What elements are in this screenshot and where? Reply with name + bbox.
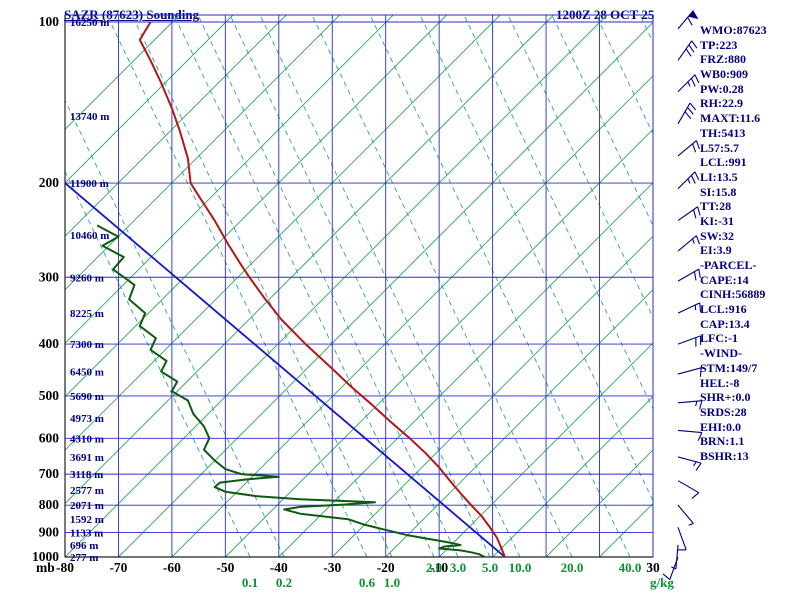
svg-text:1000: 1000 xyxy=(32,549,59,564)
stat-line: SW:32 xyxy=(700,228,735,243)
svg-text:0.2: 0.2 xyxy=(276,575,292,590)
stat-line: -WIND- xyxy=(700,346,742,361)
stat-line: KI:-31 xyxy=(700,213,734,228)
svg-text:600: 600 xyxy=(39,430,60,445)
stat-line: WMO:87623 xyxy=(700,23,767,37)
plot-frame xyxy=(64,14,654,558)
parcel-trace-line xyxy=(65,182,506,557)
wind-barbs xyxy=(662,10,703,580)
temperature-curve xyxy=(138,21,506,557)
stat-line: TP:223 xyxy=(700,37,738,52)
svg-text:1133 m: 1133 m xyxy=(70,528,103,540)
svg-text:9260 m: 9260 m xyxy=(70,272,104,284)
svg-text:11900 m: 11900 m xyxy=(70,178,109,190)
svg-text:13740 m: 13740 m xyxy=(70,111,109,123)
svg-text:900: 900 xyxy=(39,525,60,540)
stat-line: SRDS:28 xyxy=(700,404,747,419)
svg-text:4310 m: 4310 m xyxy=(70,433,104,445)
svg-text:mb: mb xyxy=(36,560,55,575)
svg-text:20.0: 20.0 xyxy=(561,560,584,575)
svg-text:2.0: 2.0 xyxy=(426,560,442,575)
svg-text:10.0: 10.0 xyxy=(509,560,532,575)
svg-text:700: 700 xyxy=(39,466,60,481)
stat-line: TH:5413 xyxy=(700,125,746,140)
stat-line: TT:28 xyxy=(700,199,732,214)
stats-panel: WMO:87623 TP:223 FRZ:880 WB0:909 PW:0.28 RH:2… xyxy=(700,23,767,464)
svg-text:5.0: 5.0 xyxy=(482,560,498,575)
stat-line: STM:149/7 xyxy=(700,360,758,375)
stat-line: EHI:0.0 xyxy=(700,419,742,434)
svg-text:0.1: 0.1 xyxy=(242,575,258,590)
svg-text:-30: -30 xyxy=(323,560,341,575)
svg-text:100: 100 xyxy=(39,14,60,29)
stat-line: CINH:56889 xyxy=(700,287,766,302)
stat-line: LFC:-1 xyxy=(700,331,738,346)
svg-text:16250 m: 16250 m xyxy=(70,17,109,29)
svg-text:-50: -50 xyxy=(216,560,234,575)
stat-line: PW:0.28 xyxy=(700,81,744,96)
svg-text:6450 m: 6450 m xyxy=(70,366,104,378)
stat-line: LCL:991 xyxy=(700,155,747,170)
stat-line: WB0:909 xyxy=(700,67,748,82)
svg-text:0.6: 0.6 xyxy=(359,575,376,590)
stat-line: BRN:1.1 xyxy=(700,434,745,449)
svg-text:800: 800 xyxy=(39,497,60,512)
sounding-curves xyxy=(65,21,506,557)
stat-line: LI:13.5 xyxy=(700,169,738,184)
svg-text:4973 m: 4973 m xyxy=(70,413,104,425)
svg-text:5690 m: 5690 m xyxy=(70,391,104,403)
svg-text:500: 500 xyxy=(39,388,60,403)
stat-line: FRZ:880 xyxy=(700,52,746,67)
svg-text:7300 m: 7300 m xyxy=(70,339,104,351)
stat-line: LCL:916 xyxy=(700,302,747,317)
svg-text:200: 200 xyxy=(39,175,60,190)
svg-text:2071 m: 2071 m xyxy=(70,500,104,512)
stat-line: SHR+:0.0 xyxy=(700,390,751,405)
svg-text:10460 m: 10460 m xyxy=(70,230,109,242)
svg-text:1592 m: 1592 m xyxy=(70,514,104,526)
stat-line: SI:15.8 xyxy=(700,184,737,199)
svg-text:30: 30 xyxy=(646,560,660,575)
moisture-dashed-lines xyxy=(65,15,653,557)
svg-text:-40: -40 xyxy=(270,560,288,575)
svg-text:-10: -10 xyxy=(430,560,448,575)
svg-text:3691 m: 3691 m xyxy=(70,452,104,464)
dewpoint-curve xyxy=(96,224,486,557)
svg-text:3.0: 3.0 xyxy=(450,560,466,575)
axis-labels: 100 200 300 400 500 600 700 800 900 1000 16250 m 13… xyxy=(32,14,674,590)
svg-text:-20: -20 xyxy=(377,560,395,575)
svg-text:1.0: 1.0 xyxy=(384,575,400,590)
svg-text:300: 300 xyxy=(39,269,60,284)
isotherm-lines xyxy=(65,15,653,557)
stat-line: L57:5.7 xyxy=(700,140,739,155)
svg-text:277 m: 277 m xyxy=(70,552,98,564)
pressure-temp-grid xyxy=(65,15,653,557)
svg-text:400: 400 xyxy=(39,336,60,351)
svg-text:2577 m: 2577 m xyxy=(70,485,104,497)
svg-text:696 m: 696 m xyxy=(70,540,98,552)
svg-text:8225 m: 8225 m xyxy=(70,308,104,320)
stat-line: MAXT:11.6 xyxy=(700,111,761,126)
stat-line: -PARCEL- xyxy=(700,258,757,272)
svg-text:-80: -80 xyxy=(56,560,74,575)
svg-text:40.0: 40.0 xyxy=(619,560,642,575)
stat-line: HEL:-8 xyxy=(700,375,740,390)
svg-text:-70: -70 xyxy=(109,560,127,575)
stat-line: CAP:13.4 xyxy=(700,316,750,331)
svg-text:3118 m: 3118 m xyxy=(70,469,103,481)
stat-line: EI:3.9 xyxy=(700,243,732,258)
stat-line: CAPE:14 xyxy=(700,272,749,287)
stat-line: BSHR:13 xyxy=(700,448,749,463)
stat-line: RH:22.9 xyxy=(700,96,743,111)
svg-text:-60: -60 xyxy=(163,560,181,575)
